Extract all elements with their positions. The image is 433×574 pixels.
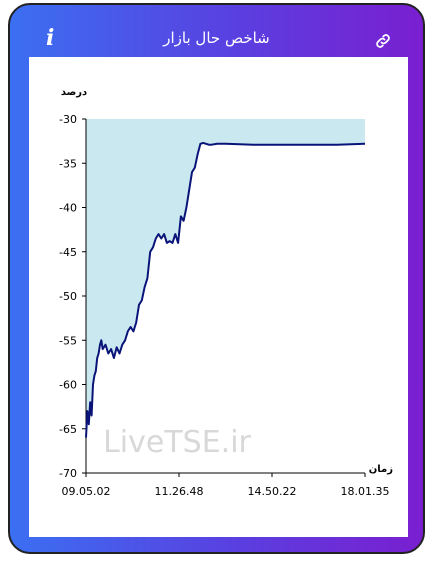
y-tick-label: -65 xyxy=(59,423,77,436)
y-tick-label: -55 xyxy=(59,334,77,347)
y-tick-label: -50 xyxy=(59,290,77,303)
x-axis-label: زمان xyxy=(369,464,393,475)
y-tick-label: -30 xyxy=(59,113,77,126)
watermark: LiveTSE.ir xyxy=(103,425,251,460)
app-card: i شاخص حال بازار درصد زمان -30 -35 -40 -45 -… xyxy=(8,3,425,554)
info-icon[interactable]: i xyxy=(46,25,55,51)
chart-panel: درصد زمان -30 -35 -40 -45 -50 -55 -60 -65 -70 09.… xyxy=(29,57,408,537)
y-axis-label: درصد xyxy=(61,87,87,98)
y-tick-label: -35 xyxy=(59,157,77,170)
app-header: i شاخص حال بازار xyxy=(10,5,423,57)
x-tick-label: 18.01.35 xyxy=(341,485,390,498)
x-tick-label: 09.05.02 xyxy=(62,485,111,498)
y-tick-label: -45 xyxy=(59,246,77,259)
y-tick-label: -70 xyxy=(59,467,77,480)
link-icon[interactable] xyxy=(374,32,392,50)
x-tick-label: 14.50.22 xyxy=(248,485,297,498)
y-tick-label: -40 xyxy=(59,202,77,215)
y-tick-label: -60 xyxy=(59,379,77,392)
series-line xyxy=(85,141,366,438)
x-tick-label: 11.26.48 xyxy=(155,485,204,498)
market-index-chart: درصد زمان -30 -35 -40 -45 -50 -55 -60 -65 -70 09.… xyxy=(59,87,393,498)
area-fill xyxy=(86,119,365,438)
page-title: شاخص حال بازار xyxy=(163,29,270,47)
